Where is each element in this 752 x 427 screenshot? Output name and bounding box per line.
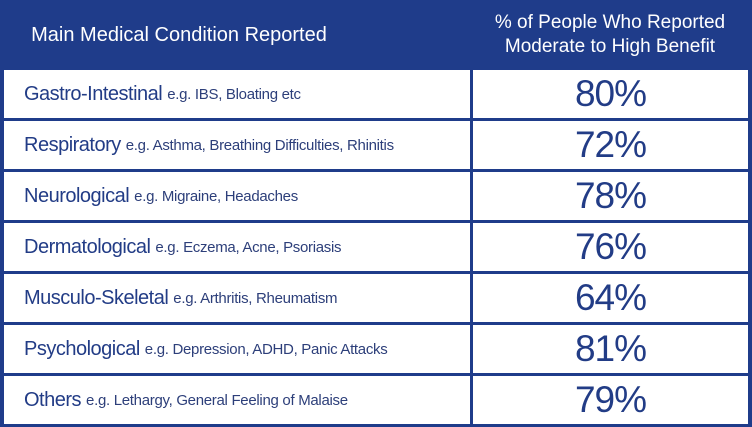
condition-examples: e.g. Depression, ADHD, Panic Attacks	[144, 340, 388, 358]
table-row: Respiratory e.g. Asthma, Breathing Diffi…	[4, 121, 748, 169]
table-row: Others e.g. Lethargy, General Feeling of…	[4, 376, 748, 424]
condition-cell: Musculo-Skeletal e.g. Arthritis, Rheumat…	[4, 274, 470, 322]
condition-cell: Respiratory e.g. Asthma, Breathing Diffi…	[4, 121, 470, 169]
condition-cell: Dermatological e.g. Eczema, Acne, Psoria…	[4, 223, 470, 271]
table-row: Dermatological e.g. Eczema, Acne, Psoria…	[4, 223, 748, 271]
condition-cell: Psychological e.g. Depression, ADHD, Pan…	[4, 325, 470, 373]
condition-examples: e.g. Eczema, Acne, Psoriasis	[155, 238, 342, 256]
condition-cell: Others e.g. Lethargy, General Feeling of…	[4, 376, 470, 424]
table-body: Gastro-Intestinal e.g. IBS, Bloating etc…	[4, 70, 748, 424]
header-percent: % of People Who Reported Moderate to Hig…	[468, 0, 752, 70]
table-header: Main Medical Condition Reported % of Peo…	[0, 0, 752, 70]
condition-name: Others	[24, 388, 82, 411]
condition-cell: Neurological e.g. Migraine, Headaches	[4, 172, 470, 220]
table-row: Neurological e.g. Migraine, Headaches 78…	[4, 172, 748, 220]
table-row: Gastro-Intestinal e.g. IBS, Bloating etc…	[4, 70, 748, 118]
condition-examples: e.g. Migraine, Headaches	[134, 187, 298, 205]
condition-name: Gastro-Intestinal	[24, 82, 163, 105]
percent-cell: 72%	[473, 121, 748, 169]
table-row: Psychological e.g. Depression, ADHD, Pan…	[4, 325, 748, 373]
header-percent-line2: Moderate to High Benefit	[504, 36, 716, 57]
condition-examples: e.g. IBS, Bloating etc	[167, 85, 301, 103]
header-percent-line1: % of People Who Reported	[494, 12, 726, 33]
percent-cell: 64%	[473, 274, 748, 322]
percent-cell: 80%	[473, 70, 748, 118]
condition-examples: e.g. Arthritis, Rheumatism	[173, 289, 338, 307]
condition-examples: e.g. Lethargy, General Feeling of Malais…	[86, 391, 348, 409]
table-row: Musculo-Skeletal e.g. Arthritis, Rheumat…	[4, 274, 748, 322]
condition-name: Musculo-Skeletal	[24, 286, 169, 309]
percent-cell: 81%	[473, 325, 748, 373]
condition-name: Respiratory	[24, 133, 121, 156]
condition-name: Dermatological	[24, 235, 151, 258]
percent-cell: 76%	[473, 223, 748, 271]
condition-cell: Gastro-Intestinal e.g. IBS, Bloating etc	[4, 70, 470, 118]
percent-cell: 78%	[473, 172, 748, 220]
condition-name: Psychological	[24, 337, 140, 360]
condition-name: Neurological	[24, 184, 130, 207]
header-condition: Main Medical Condition Reported	[31, 23, 327, 46]
condition-examples: e.g. Asthma, Breathing Difficulties, Rhi…	[125, 136, 394, 154]
percent-cell: 79%	[473, 376, 748, 424]
